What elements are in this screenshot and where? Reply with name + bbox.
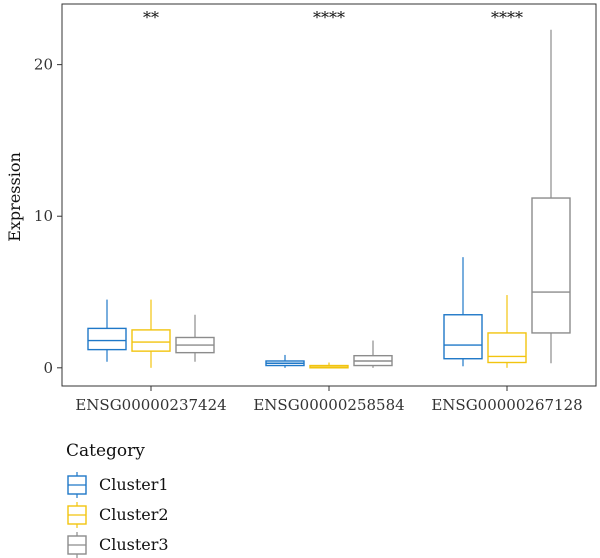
box-iqr: [443, 314, 483, 360]
x-tick-label: ENSG00000258584: [253, 396, 404, 414]
y-tick-label: 10: [34, 207, 53, 225]
box-cluster1: [87, 299, 127, 362]
box-iqr: [487, 332, 527, 364]
x-tick-label: ENSG00000267128: [431, 396, 582, 414]
legend-label: Cluster1: [99, 475, 169, 494]
box-cluster3: [531, 29, 571, 364]
legend-item-cluster3: Cluster3: [67, 532, 169, 558]
y-tick-label: 20: [34, 56, 53, 74]
legend-label: Cluster3: [99, 535, 169, 554]
box-cluster3: [175, 314, 215, 362]
y-axis-title: Expression: [5, 152, 24, 242]
box-cluster3: [353, 340, 393, 368]
significance-label: **: [143, 8, 159, 27]
x-tick-label: ENSG00000237424: [75, 396, 226, 414]
significance-label: ****: [491, 8, 523, 27]
box-cluster1: [443, 257, 483, 367]
legend-item-cluster2: Cluster2: [67, 502, 169, 528]
legend-label: Cluster2: [99, 505, 169, 524]
significance-label: ****: [313, 8, 345, 27]
legend: Cluster1 Cluster2 Cluster3: [67, 472, 169, 558]
box-iqr: [531, 197, 571, 334]
box-iqr: [87, 327, 127, 351]
plot-area: 0 10 20 ENSG00000237424 ** ENSG00000258584 ***…: [34, 3, 597, 414]
box-cluster2: [487, 295, 527, 368]
legend-item-cluster1: Cluster1: [67, 472, 169, 498]
box-cluster2: [309, 362, 349, 369]
box-cluster2: [131, 299, 171, 368]
y-tick-label: 0: [43, 359, 53, 377]
plot-panel-border: [61, 3, 597, 387]
box-iqr: [131, 329, 171, 352]
box-cluster1: [265, 354, 305, 368]
legend-title: Category: [66, 441, 145, 461]
